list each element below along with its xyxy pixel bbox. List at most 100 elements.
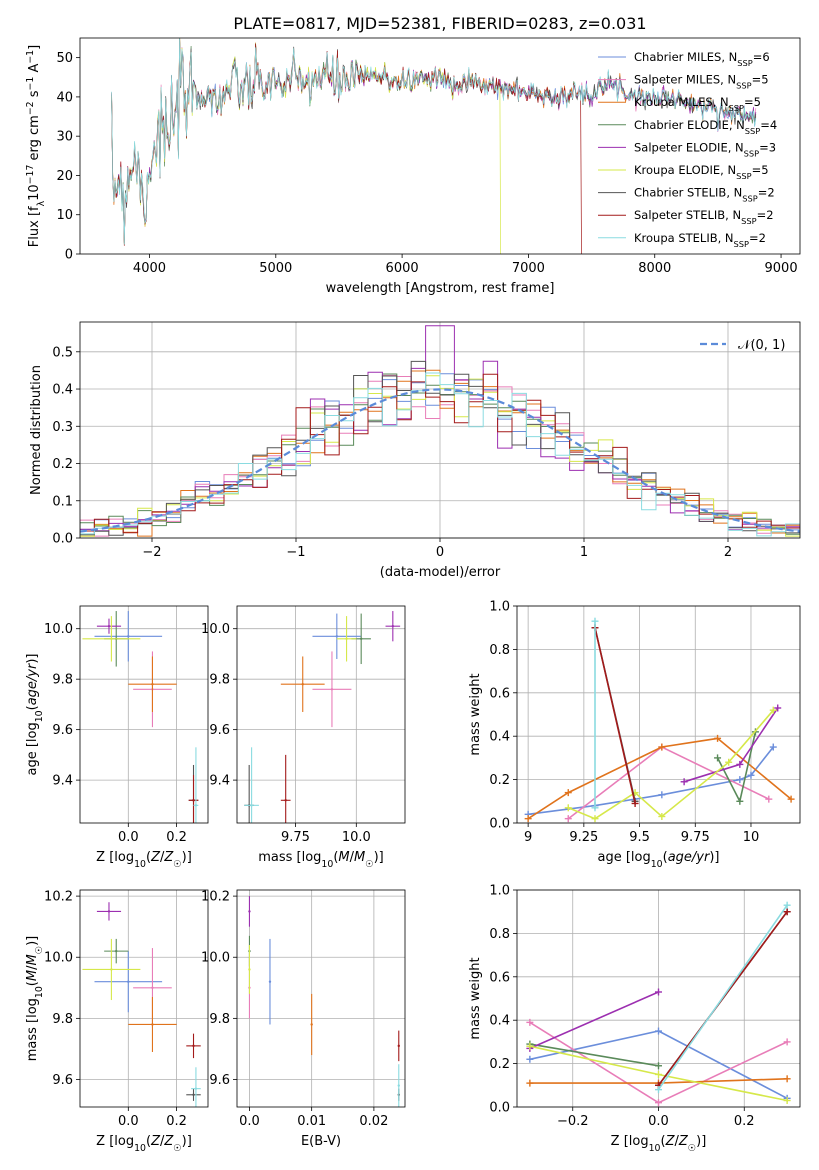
data-point	[391, 624, 395, 628]
y-axis-label: age [log10(age/yr)]	[25, 653, 45, 775]
x-tick-label: 0.2	[166, 1114, 187, 1129]
label-part: =2	[757, 208, 774, 222]
label-part: =6	[753, 50, 770, 64]
label-part: A	[27, 64, 42, 77]
x-tick-label: 0	[436, 545, 444, 560]
label-part: =5	[752, 73, 769, 87]
y-axis-label: mass weight	[468, 673, 483, 755]
label-part: Normed distribution	[29, 365, 44, 495]
axes-frame	[79, 37, 801, 255]
y-tick-label: 0.2	[52, 457, 73, 472]
x-tick-label: 8000	[638, 261, 671, 276]
y-tick-label: 0.2	[489, 1057, 510, 1072]
label-part: Z	[150, 1134, 161, 1149]
label-part: Salpeter MILES, N	[634, 73, 736, 87]
label-part: 10	[134, 859, 146, 870]
label-part: =5	[752, 163, 769, 177]
weight-line	[657, 904, 788, 1091]
legend-label: Kroupa STELIB, NSSP=2	[634, 231, 766, 249]
y-tick-label: 10.2	[201, 890, 230, 905]
label-part: 10	[134, 1143, 146, 1154]
label-part: =3	[759, 140, 776, 154]
x-tick-label: 0.2	[734, 1114, 755, 1129]
label-part: )]	[182, 1134, 192, 1149]
label-part: /	[160, 850, 165, 865]
x-tick-label: 9000	[765, 261, 798, 276]
label-part: ☉	[173, 1143, 181, 1154]
y-tick-label: 0.1	[52, 494, 73, 509]
label-part: M	[338, 850, 349, 865]
label-part: λ	[36, 200, 47, 206]
y-tick-label: 9.6	[209, 1073, 230, 1088]
y-tick-label: 0.6	[489, 686, 510, 701]
weight-vs-Z-plot-area	[526, 901, 791, 1107]
spectrum-panel: 4000 5000 6000 7000 8000 9000 0 10 20 30 40 50 wavel…	[25, 37, 801, 296]
label-part: SSP	[736, 81, 751, 91]
label-part: ☉	[173, 859, 181, 870]
label-part: Chabrier ELODIE, N	[634, 118, 745, 132]
label-part: )]	[182, 850, 192, 865]
x-tick-label: 1	[580, 545, 588, 560]
age-vs-Z-plot-area	[82, 611, 199, 823]
label-part: age/yr	[668, 850, 711, 865]
y-tick-label: 0.8	[489, 927, 510, 942]
legend-label: Chabrier ELODIE, NSSP=4	[634, 118, 777, 136]
x-axis-label: (data-model)/error	[380, 565, 501, 580]
data-point	[397, 1044, 400, 1048]
y-tick-label: 9.8	[52, 1012, 73, 1027]
axes-frame	[236, 605, 406, 824]
y-tick-label: 40	[56, 90, 73, 105]
data-point	[248, 968, 251, 971]
x-tick-label: 6000	[386, 261, 419, 276]
data-point	[192, 1093, 195, 1096]
label-part: −1	[25, 77, 36, 91]
weight-line	[594, 627, 636, 804]
label-part: mass [log	[25, 998, 40, 1061]
axes-frame	[516, 889, 801, 1108]
data-point	[194, 804, 198, 807]
label-part: )]	[374, 850, 384, 865]
data-point	[110, 968, 113, 971]
y-axis-label: Flux [fλ10−17 erg cm−2 s−1 A−1]	[25, 45, 47, 247]
label-part: M	[25, 970, 40, 981]
y-tick-label: 20	[56, 169, 73, 184]
y-tick-label: 10.0	[44, 622, 73, 637]
weight-line	[527, 746, 774, 816]
x-tick-label: 7000	[512, 261, 545, 276]
label-part: /	[674, 1134, 679, 1149]
data-point	[151, 683, 154, 686]
x-tick-label: 9.75	[681, 830, 710, 845]
data-point	[248, 910, 251, 913]
legend-label: Chabrier STELIB, NSSP=2	[634, 186, 775, 204]
x-axis-label: Z [log10(Z/Z☉)]	[611, 1134, 707, 1154]
y-tick-label: 10.2	[44, 890, 73, 905]
x-axis-label: E(B-V)	[301, 1134, 341, 1149]
y-tick-label: 30	[56, 130, 73, 145]
y-tick-label: 9.6	[52, 1073, 73, 1088]
label-part: (	[146, 850, 151, 865]
label-part: 10	[651, 859, 663, 870]
mass-vs-Z-panel: 0.0 0.29.69.810.010.2Z [log10(Z/Z☉)]mass …	[25, 889, 209, 1154]
weight-line	[529, 991, 659, 1050]
spectrum-line	[111, 38, 757, 245]
label-part: /	[350, 850, 355, 865]
label-part: SSP	[744, 148, 759, 158]
label-part: Z	[163, 850, 174, 865]
x-tick-label: 9.25	[569, 830, 598, 845]
histogram-step	[80, 373, 800, 538]
label-part: /	[25, 965, 40, 970]
age-vs-mass-plot-area	[244, 611, 401, 823]
label-part: Salpeter ELODIE, N	[634, 140, 744, 154]
label-part: (	[663, 850, 668, 865]
label-part: 10	[649, 1143, 661, 1154]
label-part: SSP	[737, 58, 752, 68]
data-point	[127, 635, 130, 638]
label-part: mass [log	[258, 850, 321, 865]
legend-label: 𝒩(0, 1)	[738, 338, 785, 353]
label-part: SSP	[736, 171, 751, 181]
label-part: Z	[678, 1134, 689, 1149]
label-part: 10	[34, 710, 45, 722]
normal-curve	[80, 388, 800, 533]
axes-frame	[516, 605, 801, 824]
